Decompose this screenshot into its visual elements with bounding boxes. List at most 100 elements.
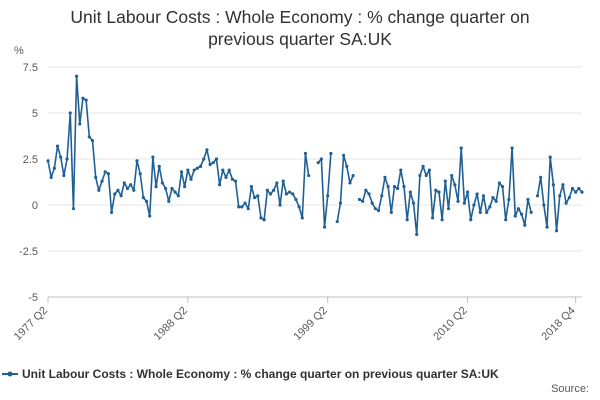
data-point[interactable]	[504, 218, 508, 222]
data-point[interactable]	[411, 201, 416, 205]
data-point[interactable]	[291, 192, 295, 196]
data-point[interactable]	[75, 74, 79, 78]
data-point[interactable]	[351, 173, 355, 178]
data-point[interactable]	[119, 194, 123, 198]
data-point[interactable]	[132, 188, 136, 192]
data-point[interactable]	[570, 186, 575, 191]
data-point[interactable]	[558, 194, 562, 198]
data-point[interactable]	[357, 197, 362, 202]
data-point[interactable]	[205, 148, 209, 152]
data-point[interactable]	[62, 173, 66, 178]
data-point[interactable]	[113, 192, 117, 196]
data-point[interactable]	[135, 159, 139, 163]
data-point[interactable]	[176, 194, 180, 198]
data-point[interactable]	[243, 201, 247, 205]
data-point[interactable]	[472, 203, 476, 207]
data-point[interactable]	[170, 186, 174, 191]
data-point[interactable]	[294, 197, 298, 202]
data-point[interactable]	[373, 207, 377, 211]
data-point[interactable]	[418, 173, 422, 178]
data-point[interactable]	[94, 175, 98, 179]
data-point[interactable]	[214, 157, 219, 161]
data-point[interactable]	[510, 146, 514, 150]
data-point[interactable]	[100, 179, 104, 183]
data-point[interactable]	[574, 190, 578, 194]
data-point[interactable]	[262, 218, 266, 222]
data-point[interactable]	[173, 190, 177, 194]
data-point[interactable]	[415, 232, 419, 237]
data-point[interactable]	[179, 170, 184, 174]
data-point[interactable]	[227, 168, 231, 172]
data-point[interactable]	[192, 168, 196, 172]
data-point[interactable]	[542, 203, 546, 207]
data-point[interactable]	[275, 181, 279, 185]
data-point[interactable]	[65, 157, 69, 161]
data-point[interactable]	[475, 192, 479, 196]
data-point[interactable]	[364, 188, 368, 192]
data-point[interactable]	[246, 207, 250, 211]
data-point[interactable]	[55, 144, 60, 148]
data-point[interactable]	[265, 188, 269, 192]
data-point[interactable]	[103, 170, 107, 174]
data-point[interactable]	[402, 185, 406, 189]
data-point[interactable]	[516, 207, 521, 211]
data-point[interactable]	[106, 172, 110, 176]
data-point[interactable]	[198, 164, 203, 168]
data-point[interactable]	[249, 185, 254, 189]
data-point[interactable]	[307, 173, 311, 178]
data-point[interactable]	[383, 175, 387, 179]
data-point[interactable]	[151, 155, 155, 159]
data-point[interactable]	[564, 201, 568, 205]
data-point[interactable]	[281, 179, 285, 183]
data-point[interactable]	[399, 168, 403, 172]
data-point[interactable]	[443, 179, 447, 183]
data-point[interactable]	[208, 162, 212, 167]
data-point[interactable]	[284, 192, 288, 196]
data-point[interactable]	[81, 96, 85, 100]
data-point[interactable]	[335, 219, 339, 224]
data-point[interactable]	[491, 196, 495, 200]
data-point[interactable]	[345, 164, 349, 168]
data-point[interactable]	[259, 216, 263, 220]
data-point[interactable]	[189, 177, 193, 181]
data-point[interactable]	[202, 157, 206, 161]
data-point[interactable]	[396, 186, 400, 191]
data-point[interactable]	[326, 194, 330, 198]
data-point[interactable]	[78, 122, 82, 126]
data-point[interactable]	[539, 175, 543, 179]
data-point[interactable]	[138, 172, 142, 176]
data-point[interactable]	[125, 186, 130, 191]
data-point[interactable]	[469, 218, 473, 222]
data-point[interactable]	[408, 190, 412, 194]
data-point[interactable]	[338, 201, 343, 205]
data-point[interactable]	[427, 168, 432, 172]
data-point[interactable]	[446, 207, 451, 211]
data-point[interactable]	[389, 210, 393, 214]
data-point[interactable]	[84, 98, 88, 102]
data-point[interactable]	[440, 218, 444, 222]
data-point[interactable]	[46, 159, 50, 163]
data-point[interactable]	[167, 199, 171, 203]
data-point[interactable]	[481, 194, 486, 198]
data-point[interactable]	[183, 185, 187, 189]
data-point[interactable]	[478, 210, 482, 214]
data-point[interactable]	[287, 190, 292, 194]
data-point[interactable]	[90, 139, 95, 143]
data-point[interactable]	[141, 196, 145, 200]
data-point[interactable]	[494, 199, 498, 203]
data-point[interactable]	[154, 185, 158, 189]
data-point[interactable]	[386, 185, 390, 189]
data-point[interactable]	[272, 188, 276, 192]
data-point[interactable]	[71, 207, 76, 211]
data-point[interactable]	[109, 210, 114, 214]
data-point[interactable]	[554, 229, 559, 233]
data-point[interactable]	[160, 181, 165, 185]
data-point[interactable]	[370, 201, 374, 205]
data-point[interactable]	[376, 208, 381, 213]
data-point[interactable]	[529, 210, 533, 214]
data-point[interactable]	[424, 173, 428, 178]
data-point[interactable]	[507, 197, 511, 202]
data-point[interactable]	[224, 175, 228, 179]
data-point[interactable]	[157, 164, 161, 168]
data-point[interactable]	[148, 214, 152, 218]
